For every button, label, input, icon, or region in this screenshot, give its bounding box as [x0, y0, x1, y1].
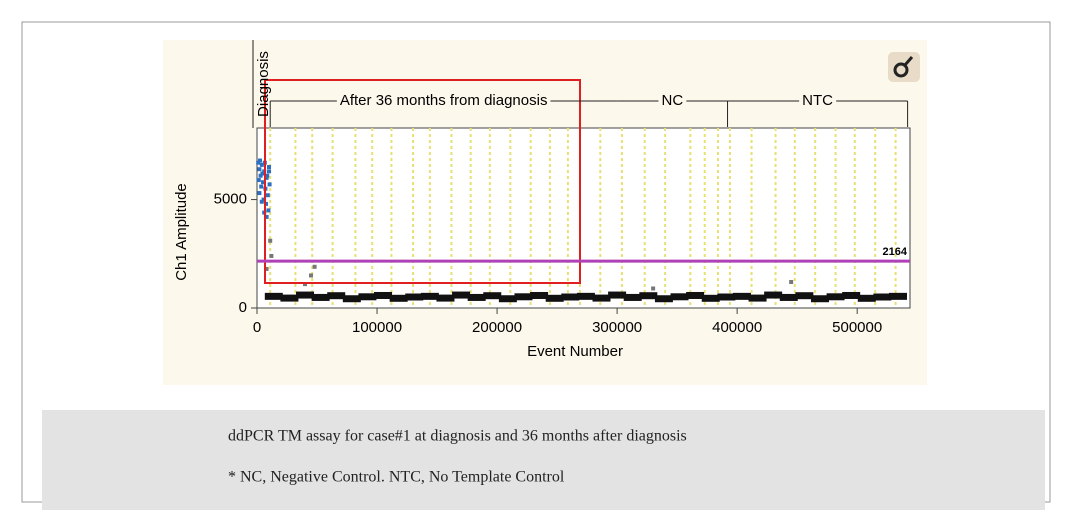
droplet: [267, 169, 272, 174]
droplet: [842, 291, 861, 299]
droplet: [257, 167, 262, 172]
droplet: [436, 294, 455, 302]
droplet: [651, 286, 656, 291]
droplet: [608, 291, 627, 299]
droplet: [732, 292, 751, 300]
droplet: [748, 294, 767, 302]
y-tick-label: 0: [239, 299, 247, 316]
droplet: [259, 162, 264, 167]
droplet: [260, 171, 265, 176]
bracket-label-bg: [336, 91, 551, 109]
droplet: [268, 238, 273, 243]
x-tick-label: 0: [253, 319, 261, 336]
droplet: [327, 292, 346, 300]
droplet: [267, 182, 272, 187]
droplet: [280, 294, 299, 302]
droplet: [545, 294, 564, 302]
droplet: [483, 292, 502, 300]
bracket-label: NC: [661, 92, 683, 109]
droplet: [389, 294, 408, 302]
droplet: [467, 293, 486, 301]
droplet: [670, 293, 689, 301]
droplet: [420, 292, 439, 300]
x-tick-label: 300000: [592, 319, 642, 336]
droplet: [309, 273, 314, 278]
y-axis-label: Ch1 Amplitude: [173, 183, 190, 281]
plot-area: [256, 127, 911, 309]
diagnosis-label: Diagnosis: [255, 51, 272, 117]
droplet: [342, 295, 361, 303]
droplet: [717, 293, 736, 301]
droplet: [261, 197, 266, 202]
bracket-label-bg: [799, 91, 837, 109]
droplet: [789, 279, 794, 284]
droplet: [592, 294, 611, 302]
droplet: [264, 214, 269, 219]
droplet: [701, 294, 720, 302]
droplet: [530, 291, 549, 299]
bracket-label: After 36 months from diagnosis: [340, 92, 548, 109]
threshold-label: 2164: [883, 246, 908, 258]
droplet: [623, 293, 642, 301]
droplet: [795, 292, 814, 300]
droplet: [576, 292, 595, 300]
droplet: [264, 266, 269, 271]
caption-box: [42, 410, 1045, 510]
droplet: [267, 165, 272, 170]
droplet: [265, 193, 270, 198]
x-tick-label: 400000: [712, 319, 762, 336]
droplet: [264, 175, 269, 180]
droplet: [639, 292, 658, 300]
droplet: [264, 292, 283, 300]
droplet: [258, 173, 263, 178]
droplet: [256, 178, 261, 183]
droplet: [358, 293, 377, 301]
icon-bg[interactable]: [888, 52, 920, 82]
droplet: [857, 294, 876, 302]
droplet: [265, 173, 270, 178]
droplet: [779, 293, 798, 301]
droplet: [405, 293, 424, 301]
droplet: [256, 160, 261, 165]
droplet: [261, 180, 266, 185]
droplet: [312, 264, 317, 269]
droplet: [374, 291, 393, 299]
bracket-label: NTC: [802, 92, 833, 109]
droplet: [826, 293, 845, 301]
droplet: [303, 282, 308, 287]
droplet: [498, 295, 517, 303]
y-tick-label: 5000: [214, 191, 247, 208]
droplet: [810, 295, 829, 303]
caption-line: * NC, Negative Control. NTC, No Template…: [228, 469, 565, 486]
droplet: [259, 199, 264, 204]
droplet: [269, 253, 274, 258]
bracket-label-bg: [658, 91, 687, 109]
highlight-box: [264, 79, 581, 284]
droplet: [764, 291, 783, 299]
droplet: [264, 201, 269, 206]
droplet: [311, 293, 330, 301]
droplet: [686, 291, 705, 299]
x-tick-label: 200000: [472, 319, 522, 336]
droplet: [654, 295, 673, 303]
plot-layer: [256, 128, 907, 308]
droplet: [258, 158, 263, 163]
x-tick-label: 100000: [352, 319, 402, 336]
droplet: [259, 184, 264, 189]
droplet: [257, 191, 262, 196]
droplet: [873, 293, 892, 301]
caption-line: ddPCR TM assay for case#1 at diagnosis a…: [228, 428, 687, 445]
droplet: [888, 292, 907, 300]
droplet: [561, 293, 580, 301]
x-axis-label: Event Number: [527, 343, 623, 360]
droplet: [296, 291, 315, 299]
droplet: [266, 208, 271, 213]
icon-handle[interactable]: [903, 56, 914, 66]
icon[interactable]: [893, 62, 909, 78]
droplet: [452, 291, 471, 299]
droplet: [514, 293, 533, 301]
x-tick-label: 500000: [832, 319, 882, 336]
